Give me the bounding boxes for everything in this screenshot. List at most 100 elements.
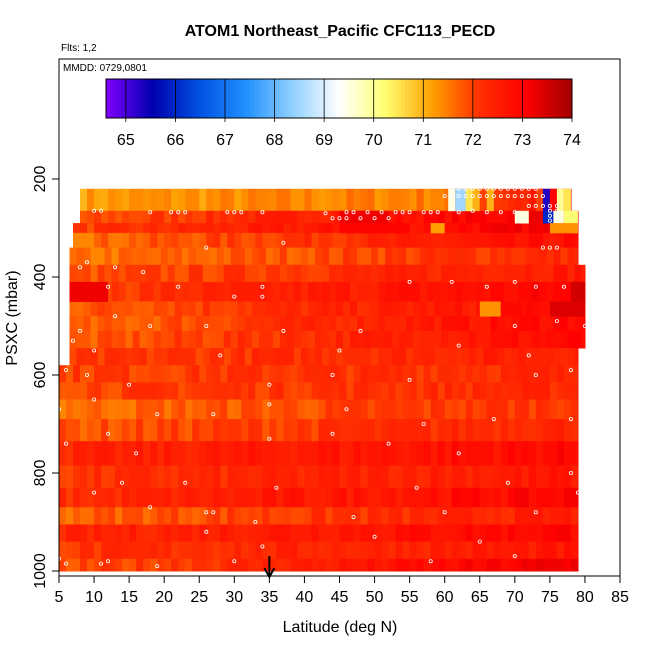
sample-point (78, 328, 83, 333)
heatmap-cell (188, 348, 197, 366)
heatmap-cell (241, 487, 249, 508)
heatmap-cell (223, 316, 232, 332)
heatmap-cell (311, 188, 320, 212)
heatmap-cell (497, 247, 505, 266)
colorbar-tick-label: 71 (414, 132, 432, 149)
heatmap-cell (353, 465, 362, 489)
sample-point (554, 213, 559, 218)
heatmap-cell (479, 441, 488, 467)
heatmap-cell (486, 210, 495, 224)
heatmap-cell (329, 316, 337, 332)
heatmap-cell (290, 487, 298, 508)
heatmap-cell (80, 419, 88, 442)
heatmap-cell (528, 188, 537, 212)
heatmap-cell (265, 348, 274, 366)
heatmap-cell (237, 264, 246, 283)
heatmap-cell (441, 281, 449, 302)
heatmap-cell (556, 441, 565, 467)
sample-point (232, 210, 237, 215)
sample-point (127, 382, 132, 387)
heatmap-cell (563, 441, 572, 467)
heatmap-cell (539, 348, 547, 366)
heatmap-cell (367, 232, 376, 248)
heatmap-cell (276, 419, 284, 442)
heatmap-cell (332, 441, 341, 467)
heatmap-cell (206, 223, 214, 234)
heatmap-cell (220, 399, 228, 420)
heatmap-cell (469, 316, 477, 332)
colorbar-segment (521, 79, 526, 118)
heatmap-cell (472, 487, 481, 508)
heatmap-cell (346, 399, 355, 420)
heatmap-cell (66, 419, 74, 442)
heatmap-cell (269, 365, 277, 383)
heatmap-cell (195, 264, 204, 283)
heatmap-cell (143, 541, 151, 560)
sample-point (92, 397, 97, 402)
heatmap-cell (325, 465, 334, 489)
colorbar-segment (447, 79, 453, 118)
colorbar-segment (373, 79, 379, 118)
heatmap-cell (311, 558, 320, 572)
heatmap-cell (73, 507, 81, 525)
heatmap-cell (101, 399, 109, 420)
heatmap-cell (444, 524, 453, 542)
heatmap-cell (507, 232, 516, 248)
heatmap-cell (223, 301, 232, 317)
y-tick-label: 1000 (32, 553, 49, 589)
heatmap-cell (514, 382, 523, 400)
heatmap-cell (59, 558, 67, 572)
heatmap-cell (514, 399, 523, 420)
heatmap-cell (304, 441, 312, 467)
heatmap-cell (213, 232, 221, 248)
heatmap-cell (251, 281, 260, 302)
heatmap-cell (118, 281, 127, 302)
heatmap-cell (518, 348, 526, 366)
heatmap-cell (521, 558, 530, 572)
heatmap-cell (286, 301, 295, 317)
heatmap-cell (329, 348, 337, 366)
heatmap-cell (486, 365, 495, 383)
heatmap-cell (378, 281, 386, 302)
heatmap-cell (455, 330, 463, 349)
colorbar-segment (370, 79, 375, 118)
heatmap-cell (504, 348, 512, 366)
heatmap-cell (181, 247, 190, 266)
colorbar-segment (272, 79, 278, 118)
heatmap-cell (276, 210, 284, 224)
heatmap-cell (521, 487, 530, 508)
heatmap-cell (357, 316, 365, 332)
heatmap-cell (353, 487, 362, 508)
heatmap-cell (364, 281, 372, 302)
sample-point (92, 208, 97, 213)
heatmap-cell (343, 264, 351, 283)
heatmap-cell (216, 281, 225, 302)
heatmap-cell (500, 223, 509, 234)
heatmap-cell (311, 210, 320, 224)
heatmap-cell (409, 507, 418, 525)
heatmap-cell (269, 524, 277, 542)
heatmap-cell (339, 399, 348, 420)
heatmap-cell (490, 348, 498, 366)
colorbar-segment (148, 79, 154, 118)
heatmap-cell (241, 188, 249, 212)
heatmap-cell (227, 188, 235, 212)
heatmap-cell (129, 465, 137, 489)
colorbar-segment (408, 79, 414, 118)
heatmap-cell (332, 558, 341, 572)
heatmap-cell (542, 524, 551, 542)
sample-point (456, 194, 461, 199)
sample-point (456, 186, 461, 191)
heatmap-cell (304, 223, 312, 234)
heatmap-cell (304, 558, 312, 572)
sample-point (365, 210, 370, 215)
heatmap-cell (507, 465, 516, 489)
heatmap-cell (381, 558, 390, 572)
colorbar-segment (513, 79, 519, 118)
heatmap-cell (504, 264, 512, 283)
sample-point (407, 377, 412, 382)
heatmap-cell (518, 316, 526, 332)
colorbar-segment (436, 79, 441, 118)
heatmap-cell (216, 264, 225, 283)
